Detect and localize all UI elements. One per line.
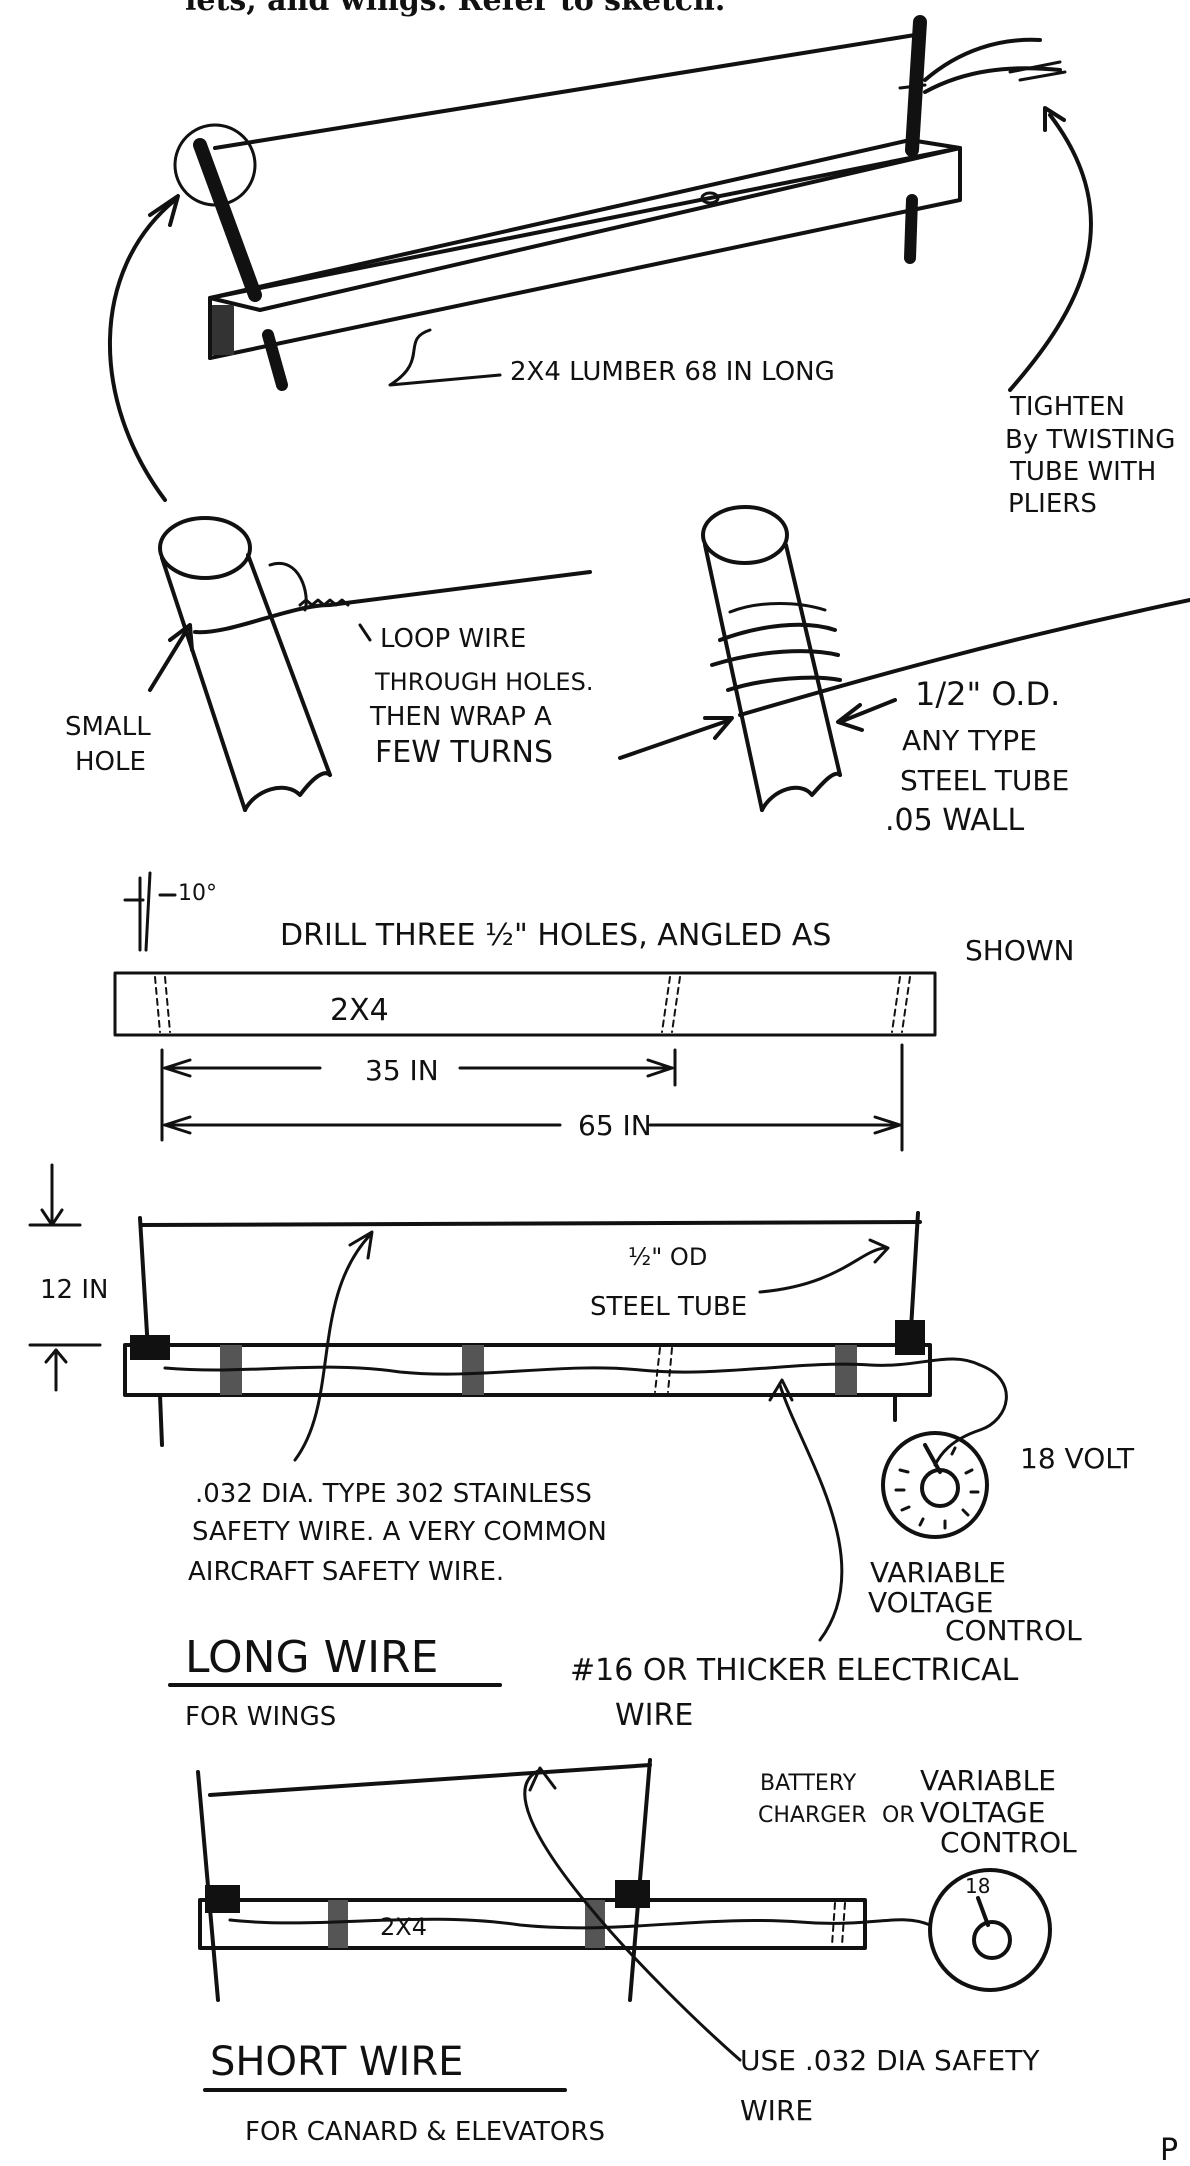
- drill-label: DRILL THREE ½" HOLES, ANGLED AS: [280, 918, 831, 953]
- angle-label: 10°: [178, 881, 217, 906]
- arrow-to-detail: [108, 198, 177, 502]
- lumber-2x4-perspective: [208, 138, 962, 360]
- loop-label-3: THEN WRAP A: [369, 702, 552, 732]
- tube-label-4: .05 WALL: [885, 803, 1025, 838]
- short-board-label: 2X4: [380, 1913, 427, 1941]
- figure-bow-perspective: 2X4 LUMBER 68 IN LONG TIGHTEN By TWISTIN…: [65, 15, 1190, 838]
- board-label: 2X4: [330, 993, 389, 1028]
- height-label: 12 IN: [40, 1275, 108, 1305]
- short-control-label-2: VOLTAGE: [920, 1796, 1045, 1829]
- lumber-2x4-long: [123, 1343, 932, 1397]
- safety-wire-arrow: [293, 1233, 372, 1462]
- battery-label-2: CHARGER: [758, 1803, 866, 1828]
- tube-arrow: [838, 698, 897, 724]
- long-wire: [140, 1220, 922, 1227]
- electrical-wire: [163, 1357, 1008, 1467]
- tighten-label-2: By TWISTING: [1005, 425, 1175, 455]
- loop-label-1: LOOP WIRE: [380, 624, 526, 654]
- short-wire-title: SHORT WIRE: [210, 2039, 463, 2085]
- tighten-label-4: PLIERS: [1008, 489, 1097, 519]
- voltage-control-dial: [881, 1431, 989, 1539]
- short-wire: [208, 1763, 652, 1797]
- right-steel-tube-post: [904, 15, 927, 264]
- small-hole-arrow: [148, 626, 190, 692]
- safety-wire-label-1: .032 DIA. TYPE 302 STAINLESS: [195, 1479, 592, 1509]
- safety-wire-label-2: SAFETY WIRE. A VERY COMMON: [192, 1517, 607, 1547]
- dimension-35: 35 IN: [365, 1054, 439, 1087]
- loop-label-2: THROUGH HOLES.: [374, 668, 593, 696]
- electrical-label-1: #16 OR THICKER ELECTRICAL: [570, 1653, 1019, 1688]
- long-wire-title: LONG WIRE: [185, 1632, 438, 1683]
- use-label-1: USE .032 DIA SAFETY: [740, 2044, 1040, 2077]
- lumber-label: 2X4 LUMBER 68 IN LONG: [510, 357, 835, 387]
- page-letter: P: [1160, 2133, 1178, 2166]
- short-electrical-wire: [228, 1917, 932, 1930]
- figure-long-wire-rig: 12 IN 18 VOLT ½" OD STEEL TUBE .032 DIA.…: [28, 1163, 1135, 1733]
- use-wire-arrow: [523, 1768, 742, 2062]
- tube-label-2: ANY TYPE: [902, 724, 1037, 757]
- lumber-leader: [388, 328, 502, 387]
- detail-circle: [173, 123, 257, 207]
- tighten-label-3: TUBE WITH: [1009, 457, 1156, 487]
- control-label-1: VARIABLE: [870, 1556, 1006, 1589]
- left-steel-tube-post: [173, 123, 288, 391]
- short-control-label-1: VARIABLE: [920, 1764, 1056, 1797]
- tighten-label-1: TIGHTEN: [1009, 392, 1125, 422]
- steel-tube-label-2: STEEL TUBE: [590, 1292, 747, 1322]
- electrical-label-2: WIRE: [615, 1698, 693, 1733]
- electrical-wire-arrow: [778, 1383, 844, 1642]
- steel-tube-label-1: ½" OD: [628, 1243, 707, 1271]
- battery-label-1: BATTERY: [760, 1771, 857, 1796]
- arrow-to-pliers: [1008, 113, 1093, 392]
- tube-label-1: 1/2" O.D.: [915, 675, 1060, 713]
- lumber-2x4-side: [113, 971, 937, 1037]
- dial-label: 18: [965, 1874, 990, 1898]
- lumber-2x4-short: [198, 1898, 867, 1950]
- short-wire-subtitle: FOR CANARD & ELEVATORS: [245, 2117, 605, 2147]
- few-turns-arrow: [618, 718, 732, 760]
- pliers-icon: [898, 37, 1067, 94]
- voltage-label: 18 VOLT: [1020, 1442, 1135, 1475]
- short-control-label-3: CONTROL: [940, 1826, 1077, 1859]
- dimension-65: 65 IN: [578, 1109, 652, 1142]
- top-wire: [213, 33, 917, 150]
- tube-detail-right: [701, 505, 1190, 812]
- control-label-3: CONTROL: [945, 1614, 1082, 1647]
- loop-label-4: FEW TURNS: [375, 735, 553, 770]
- figure-short-wire-rig: 2X4 18 BATTERY CHARGER OR VARIABLE VOLTA…: [196, 1758, 1077, 2147]
- small-hole-label-2: HOLE: [75, 747, 146, 777]
- long-wire-subtitle: FOR WINGS: [185, 1702, 336, 1732]
- short-voltage-control-dial: [928, 1868, 1052, 1992]
- figure-drilling-diagram: 10° DRILL THREE ½" HOLES, ANGLED AS SHOW…: [113, 871, 1075, 1152]
- steel-tube-arrow: [758, 1246, 887, 1294]
- tube-label-3: STEEL TUBE: [900, 764, 1069, 797]
- small-hole-label-1: SMALL: [65, 712, 151, 742]
- control-label-2: VOLTAGE: [868, 1586, 993, 1619]
- use-label-2: WIRE: [740, 2094, 813, 2127]
- tube-detail-left: [158, 516, 592, 812]
- header-text: lets, and wings. Refer to sketch.: [185, 0, 725, 18]
- drill-label-2: SHOWN: [965, 934, 1075, 967]
- safety-wire-label-3: AIRCRAFT SAFETY WIRE.: [188, 1557, 504, 1587]
- or-label: OR: [882, 1803, 915, 1828]
